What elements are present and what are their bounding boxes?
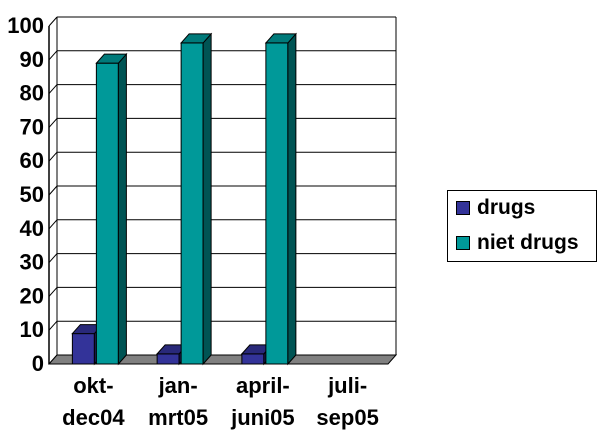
- bars: [71, 32, 297, 366]
- x-tick-label: jan-: [158, 373, 198, 398]
- x-tick-label: mrt05: [148, 405, 208, 430]
- x-tick-label: okt-: [73, 373, 113, 398]
- y-tick-label: 70: [20, 114, 44, 139]
- y-tick-label: 80: [20, 81, 44, 106]
- bar-side-niet-drugs: [202, 32, 212, 366]
- gridline-side: [48, 219, 58, 230]
- gridline-side: [48, 16, 58, 27]
- bar-drugs: [241, 353, 265, 365]
- y-tick-label: 100: [7, 13, 44, 38]
- legend: drugs niet drugs: [447, 190, 597, 262]
- y-tick-label: 20: [20, 283, 44, 308]
- bar-side-niet-drugs: [287, 32, 297, 366]
- y-tick-label: 60: [20, 148, 44, 173]
- gridline-side: [48, 84, 58, 94]
- bar-niet-drugs: [95, 62, 119, 365]
- x-tick-label: sep05: [316, 405, 378, 430]
- x-tick-label: dec04: [62, 405, 125, 430]
- legend-item-drugs: drugs: [456, 196, 535, 220]
- gridline-side: [48, 151, 58, 162]
- bar-drugs: [71, 333, 95, 365]
- y-tick-labels: 0 10 20 30 40 50 60 70 80 90 100: [7, 13, 44, 376]
- legend-swatch-drugs: [456, 201, 470, 215]
- bar-niet-drugs: [180, 42, 204, 365]
- bar-side-niet-drugs: [117, 52, 127, 366]
- y-tick-label: 0: [32, 351, 44, 376]
- bar-top-niet-drugs: [180, 33, 213, 44]
- bar-drugs: [156, 353, 180, 365]
- legend-item-niet-drugs: niet drugs: [456, 231, 579, 255]
- gridline-side: [48, 320, 58, 331]
- y-tick-label: 10: [20, 317, 44, 342]
- x-tick-label: juni05: [230, 405, 295, 430]
- gridline-side: [48, 185, 58, 196]
- gridline-side: [48, 50, 58, 61]
- gridline-side: [48, 287, 58, 297]
- legend-label-drugs: drugs: [477, 196, 536, 219]
- y-tick-label: 40: [20, 216, 44, 241]
- x-tick-labels: okt-dec04 jan-mrt05 april-juni05 juli-sep05: [62, 373, 379, 430]
- y-tick-label: 30: [20, 250, 44, 275]
- gridline-side: [48, 118, 58, 128]
- gridline-side: [48, 253, 58, 263]
- y-tick-label: 50: [20, 182, 44, 207]
- legend-swatch-niet-drugs: [456, 236, 470, 250]
- legend-label-niet-drugs: niet drugs: [477, 231, 579, 254]
- x-tick-label: april-: [236, 373, 290, 398]
- axes: [48, 17, 397, 364]
- y-tick-label: 90: [20, 47, 44, 72]
- x-tick-label: juli-: [327, 373, 367, 398]
- bar-niet-drugs: [265, 42, 289, 365]
- bar-top-niet-drugs: [264, 33, 297, 44]
- bar-top-niet-drugs: [95, 53, 128, 64]
